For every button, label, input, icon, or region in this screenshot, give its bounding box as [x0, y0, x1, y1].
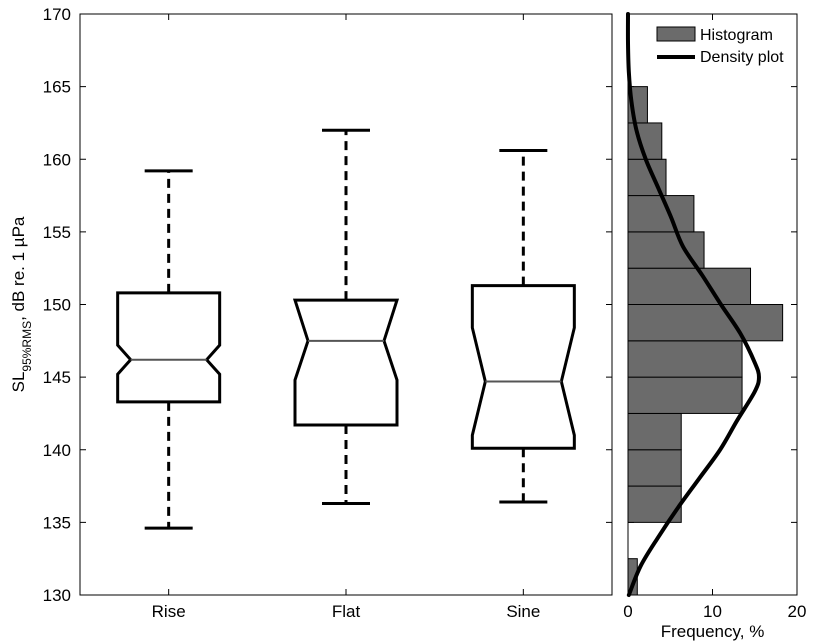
histogram-bar — [627, 449, 682, 487]
y-tick-label: 155 — [43, 223, 71, 242]
histogram-bar — [627, 376, 743, 414]
x-tick-label: Flat — [332, 602, 361, 621]
y-tick-label: 135 — [43, 513, 71, 532]
boxplot-chart: 130 135 140 145 150 155 160 165 170 Rise Flat Sine… — [9, 5, 797, 621]
y-tick-label: 165 — [43, 78, 71, 97]
y-tick-label: 160 — [43, 150, 71, 169]
box-rise — [116, 169, 222, 530]
y-tick-label: 150 — [43, 296, 71, 315]
histogram-bar — [627, 340, 743, 378]
density-plot-line — [625, 12, 761, 597]
y-axis-label-main: SL — [9, 372, 28, 393]
box-body — [470, 284, 576, 450]
legend-swatch-histogram — [656, 26, 696, 42]
boxplot-y-axis-label: SL95%RMS, dB re. 1 µPa — [9, 216, 34, 392]
x-tick-label: Sine — [506, 602, 540, 621]
histogram-chart: 0 10 20 Frequency, % Histogram Density plo… — [623, 12, 806, 641]
box-sine — [470, 149, 576, 504]
legend-label-density: Density plot — [700, 49, 784, 66]
y-tick-label: 140 — [43, 441, 71, 460]
y-tick-label: 145 — [43, 368, 71, 387]
y-axis-label-subscript: 95%RMS — [20, 321, 34, 372]
histogram-bar — [627, 195, 695, 233]
hist-x-tick-label: 20 — [788, 602, 807, 621]
x-tick-label: Rise — [152, 602, 186, 621]
box-body — [116, 291, 222, 404]
legend-label-histogram: Histogram — [700, 27, 773, 44]
y-tick-label: 130 — [43, 586, 71, 605]
box-flat — [292, 128, 400, 505]
histogram-bar — [627, 304, 784, 342]
boxplot-x-ticks: Rise Flat Sine — [152, 14, 540, 621]
histogram-x-axis-label: Frequency, % — [661, 622, 765, 641]
boxplot-y-ticks: 130 135 140 145 150 155 160 165 170 — [43, 5, 797, 605]
box-body — [292, 298, 400, 427]
histogram-bars — [627, 86, 784, 596]
boxplot-boxes — [116, 128, 576, 530]
hist-x-tick-label: 10 — [703, 602, 722, 621]
legend: Histogram Density plot — [656, 26, 784, 66]
hist-x-tick-label: 0 — [623, 602, 632, 621]
y-tick-label: 170 — [43, 5, 71, 24]
histogram-bar — [627, 267, 752, 305]
y-axis-label-rest: , dB re. 1 µPa — [9, 216, 28, 321]
histogram-x-ticks: 0 10 20 — [623, 14, 806, 621]
histogram-bar — [627, 412, 682, 451]
